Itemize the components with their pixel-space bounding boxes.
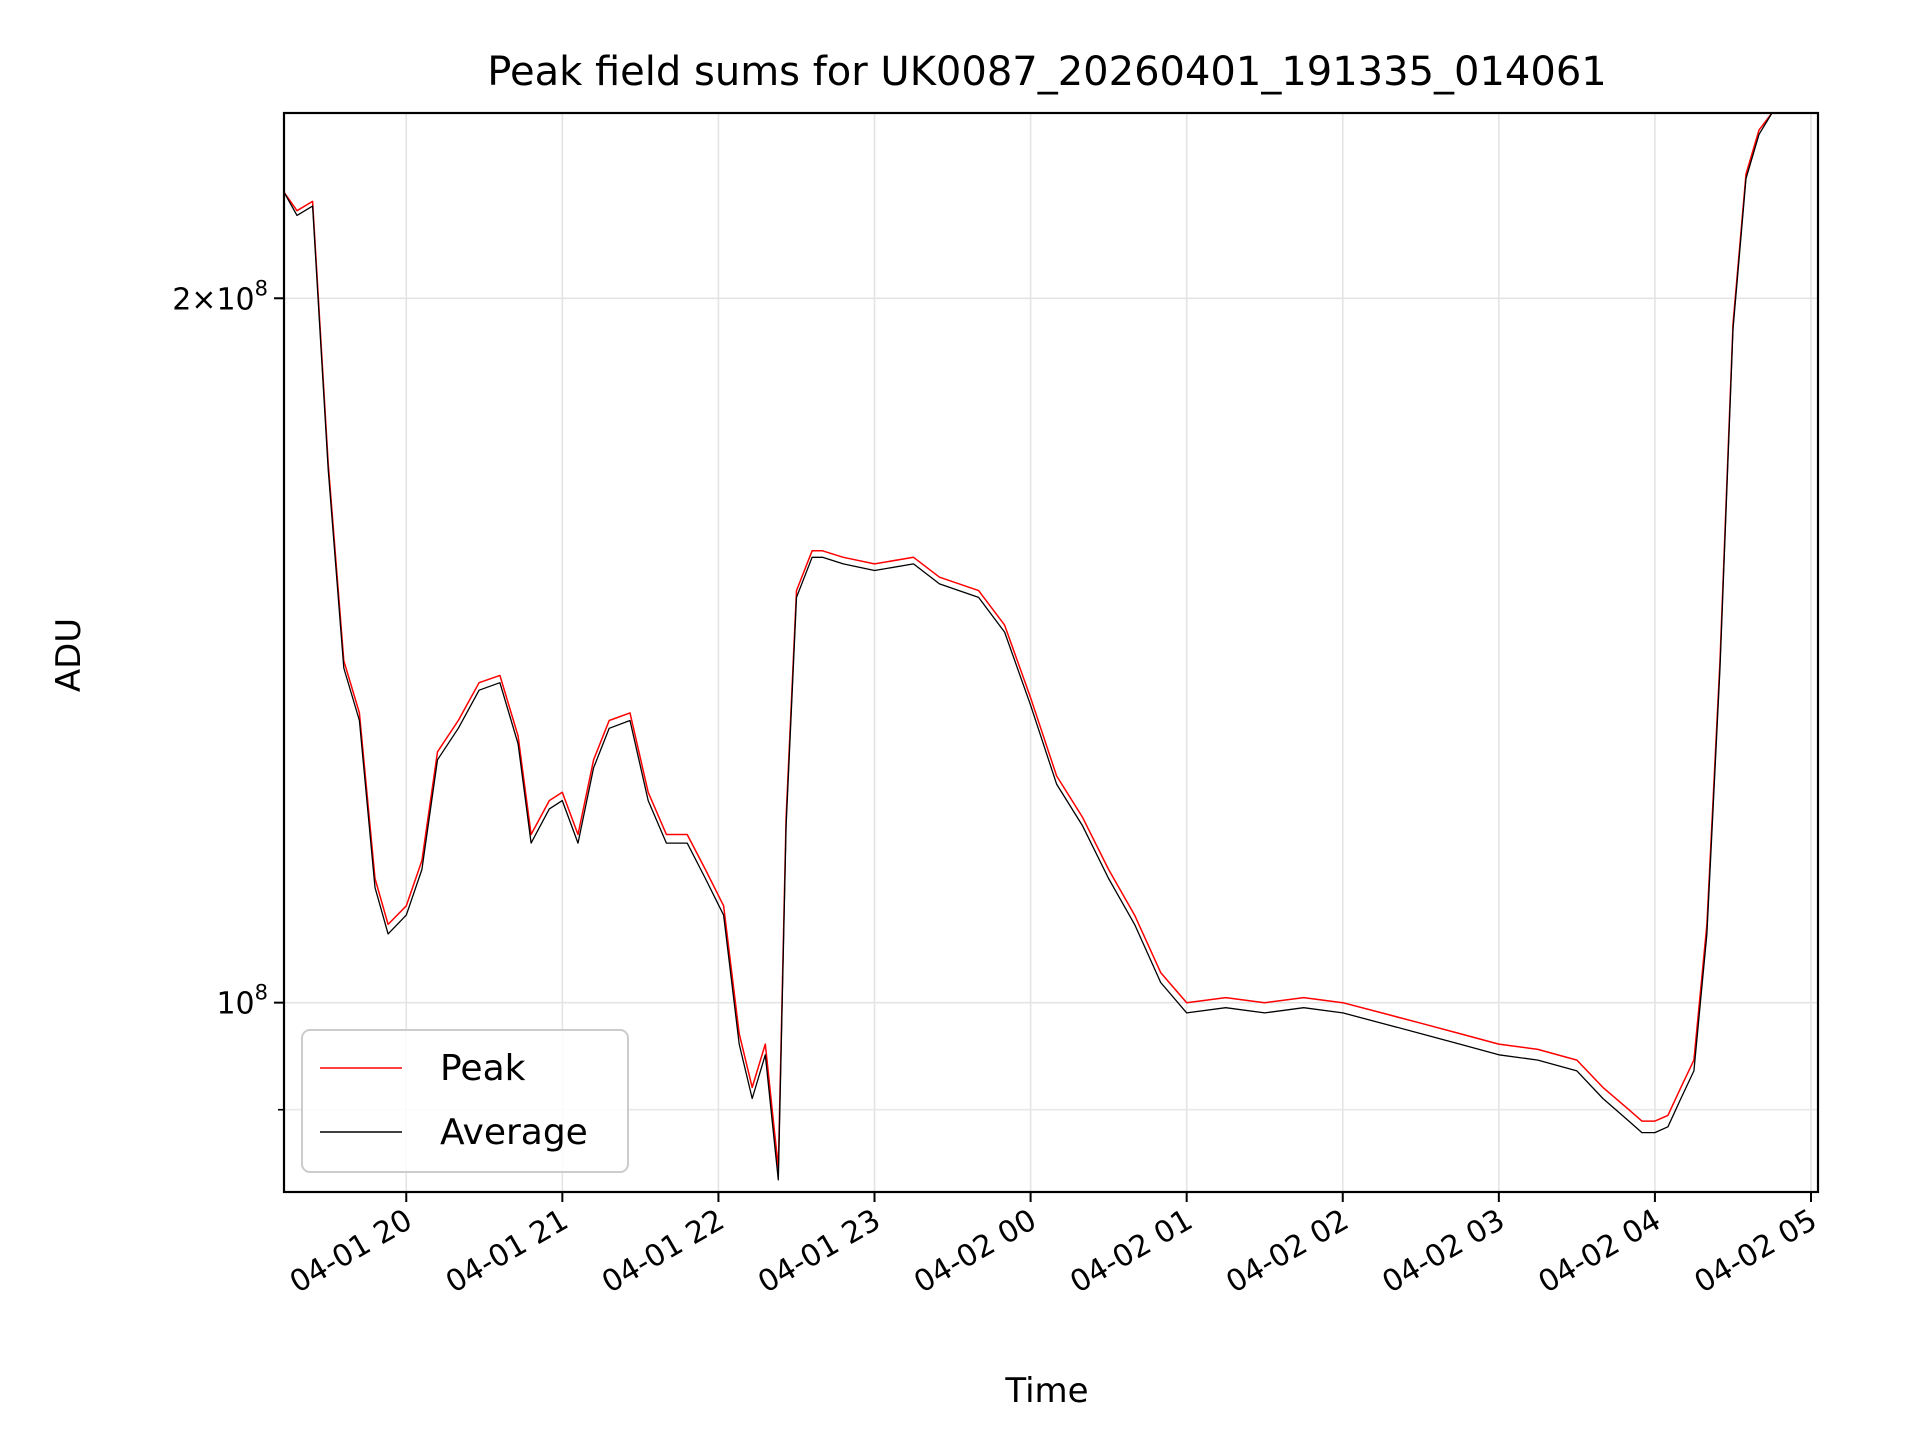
- plot-frame: [282, 111, 1820, 1194]
- grid: [284, 113, 1818, 1192]
- series-line-peak: [283, 112, 1811, 1169]
- y-tick-label: 2×108: [172, 276, 268, 317]
- legend: Peak Average: [301, 1029, 629, 1173]
- y-tick-label: 108: [216, 981, 268, 1022]
- x-axis-label: Time: [1004, 1371, 1088, 1411]
- y-axis: 108 2×108: [172, 276, 284, 1111]
- y-axis-label: ADU: [49, 618, 89, 692]
- series-layer: [283, 112, 1811, 1181]
- legend-box: [301, 1029, 629, 1173]
- series-line-average: [283, 112, 1811, 1181]
- legend-label-peak: Peak: [440, 1048, 526, 1089]
- legend-label-average: Average: [440, 1112, 588, 1153]
- chart-title: Peak field sums for UK0087_20260401_1913…: [487, 49, 1606, 95]
